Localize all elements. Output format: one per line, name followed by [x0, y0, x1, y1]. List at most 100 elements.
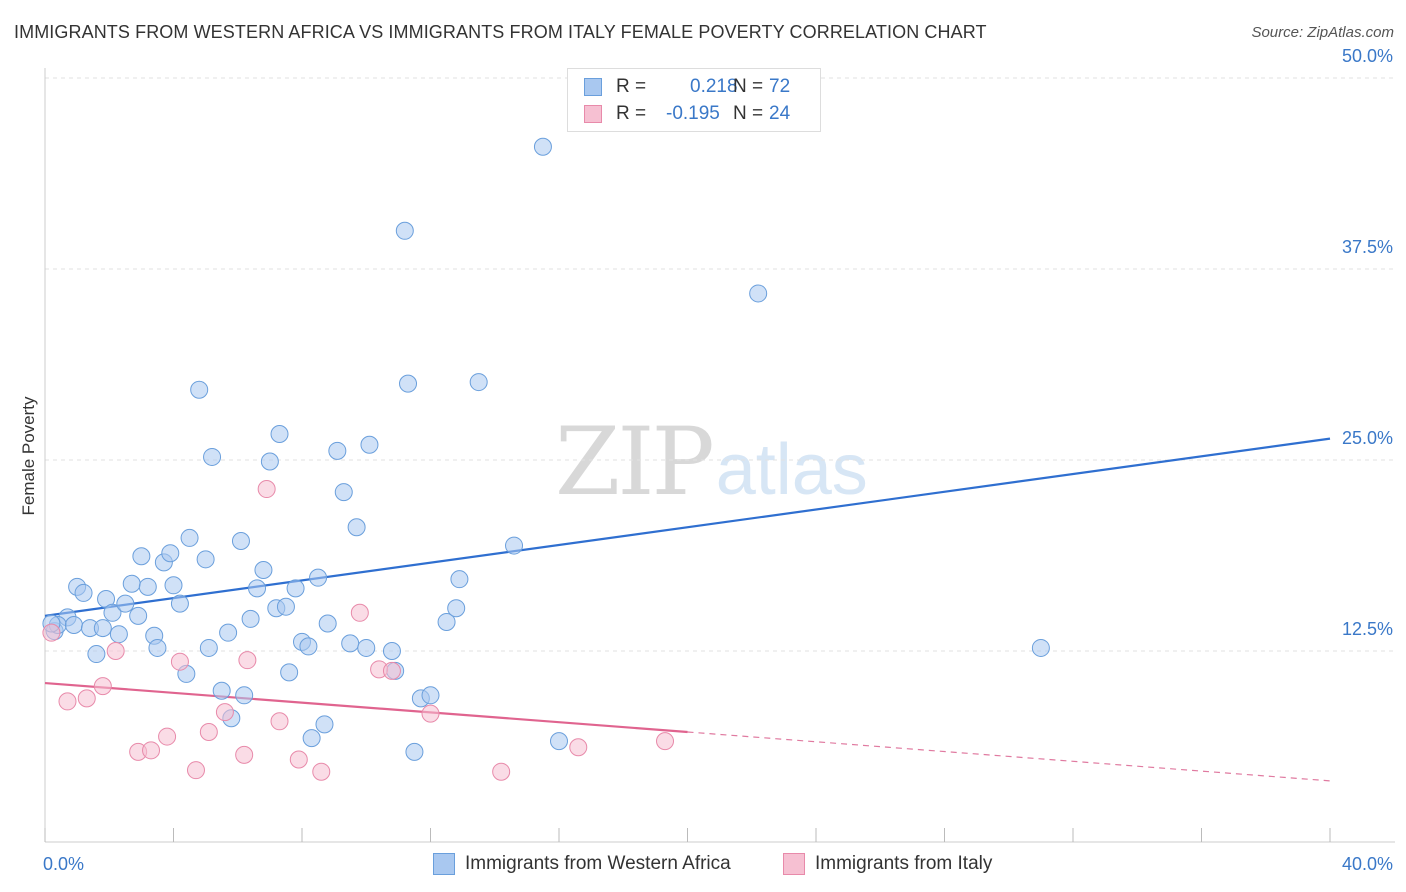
point-italy — [77, 689, 96, 708]
legend-n-value: 72 — [769, 76, 791, 97]
point-western-africa — [550, 732, 568, 751]
x-tick-labels: 0.0% 40.0% — [43, 854, 1393, 874]
point-western-africa — [241, 609, 260, 628]
y-tick-label: 12.5% — [1342, 619, 1393, 639]
point-italy — [270, 712, 289, 731]
point-western-africa — [318, 614, 337, 633]
legend-n-key: N = — [733, 76, 764, 97]
point-italy — [170, 652, 189, 671]
point-western-africa — [450, 570, 469, 589]
point-western-africa — [116, 594, 135, 613]
point-western-africa — [87, 645, 106, 664]
legend-swatch-western-africa — [584, 78, 602, 96]
point-western-africa — [328, 441, 347, 460]
point-italy — [142, 741, 161, 760]
point-western-africa — [276, 597, 295, 616]
legend-n-value: 24 — [769, 103, 791, 124]
point-western-africa — [302, 729, 321, 748]
point-italy — [257, 480, 276, 499]
y-axis-label: Female Poverty — [19, 396, 38, 516]
legend-r-key: R = — [616, 76, 647, 97]
point-western-africa — [421, 686, 440, 705]
point-italy — [58, 692, 77, 711]
point-western-africa — [309, 568, 328, 587]
point-western-africa — [505, 536, 524, 555]
point-western-africa — [93, 619, 112, 638]
point-western-africa — [132, 547, 151, 566]
point-western-africa — [399, 374, 418, 393]
point-western-africa — [180, 528, 199, 547]
point-western-africa — [199, 638, 218, 657]
point-western-africa — [148, 638, 167, 657]
trend-line-italy — [44, 681, 688, 734]
point-western-africa — [357, 638, 376, 657]
point-italy — [569, 738, 588, 757]
point-western-africa — [299, 637, 318, 656]
point-western-africa — [74, 583, 93, 602]
point-western-africa — [334, 483, 353, 502]
point-western-africa — [447, 599, 466, 618]
point-western-africa — [122, 574, 141, 593]
point-western-africa — [203, 447, 222, 466]
data-points — [42, 137, 1050, 781]
point-italy — [158, 727, 177, 746]
point-western-africa — [260, 452, 279, 471]
correlation-legend: R = 0.218 N = 72 R = -0.195 N = 24 — [567, 68, 821, 132]
point-italy — [350, 603, 369, 622]
trend-lines — [44, 437, 1331, 782]
point-western-africa — [405, 742, 424, 761]
point-western-africa — [347, 518, 366, 537]
point-western-africa — [129, 606, 148, 625]
point-western-africa — [437, 612, 456, 631]
point-western-africa — [469, 373, 488, 392]
point-western-africa — [64, 616, 83, 635]
bottom-legend-swatch-western-africa — [433, 853, 455, 875]
point-italy — [235, 745, 254, 764]
point-western-africa — [170, 594, 189, 613]
point-western-africa — [533, 137, 552, 156]
y-tick-label: 50.0% — [1342, 46, 1393, 66]
point-western-africa — [360, 435, 379, 454]
point-western-africa — [212, 681, 231, 700]
bottom-legend-swatch-italy — [783, 853, 805, 875]
point-italy — [199, 722, 218, 741]
point-western-africa — [248, 579, 267, 598]
x-tick-label: 40.0% — [1342, 854, 1393, 874]
point-italy — [42, 623, 61, 642]
gridlines — [45, 77, 1395, 652]
x-tick-label: 0.0% — [43, 854, 84, 874]
series-western-africa — [42, 137, 1050, 761]
point-italy — [312, 762, 331, 781]
series-italy — [42, 480, 675, 781]
point-western-africa — [749, 284, 768, 303]
bottom-legend-label-western-africa: Immigrants from Western Africa — [465, 853, 731, 874]
point-western-africa — [164, 576, 183, 595]
y-tick-label: 25.0% — [1342, 428, 1393, 448]
legend-swatch-italy — [584, 105, 602, 123]
point-italy — [186, 761, 205, 780]
source-credit: Source: ZipAtlas.com — [1251, 24, 1394, 41]
chart-title: IMMIGRANTS FROM WESTERN AFRICA VS IMMIGR… — [14, 22, 987, 42]
trend-line-western-africa — [44, 437, 1331, 617]
bottom-legend-label-italy: Immigrants from Italy — [815, 853, 993, 874]
point-western-africa — [231, 531, 250, 550]
point-italy — [492, 762, 511, 781]
point-italy — [106, 642, 125, 660]
point-western-africa — [1031, 638, 1050, 657]
trend-line-italy-extension — [687, 731, 1331, 782]
y-tick-label: 37.5% — [1342, 237, 1393, 257]
point-italy — [289, 750, 308, 769]
point-western-africa — [103, 603, 122, 622]
point-western-africa — [190, 380, 209, 399]
point-western-africa — [270, 425, 289, 444]
point-italy — [382, 661, 401, 680]
point-western-africa — [161, 544, 180, 563]
axes — [44, 68, 1395, 843]
point-italy — [93, 677, 112, 696]
legend-r-value: -0.195 — [666, 103, 720, 124]
point-italy — [656, 732, 675, 751]
point-italy — [238, 651, 257, 670]
point-western-africa — [315, 715, 334, 734]
point-western-africa — [235, 686, 254, 705]
